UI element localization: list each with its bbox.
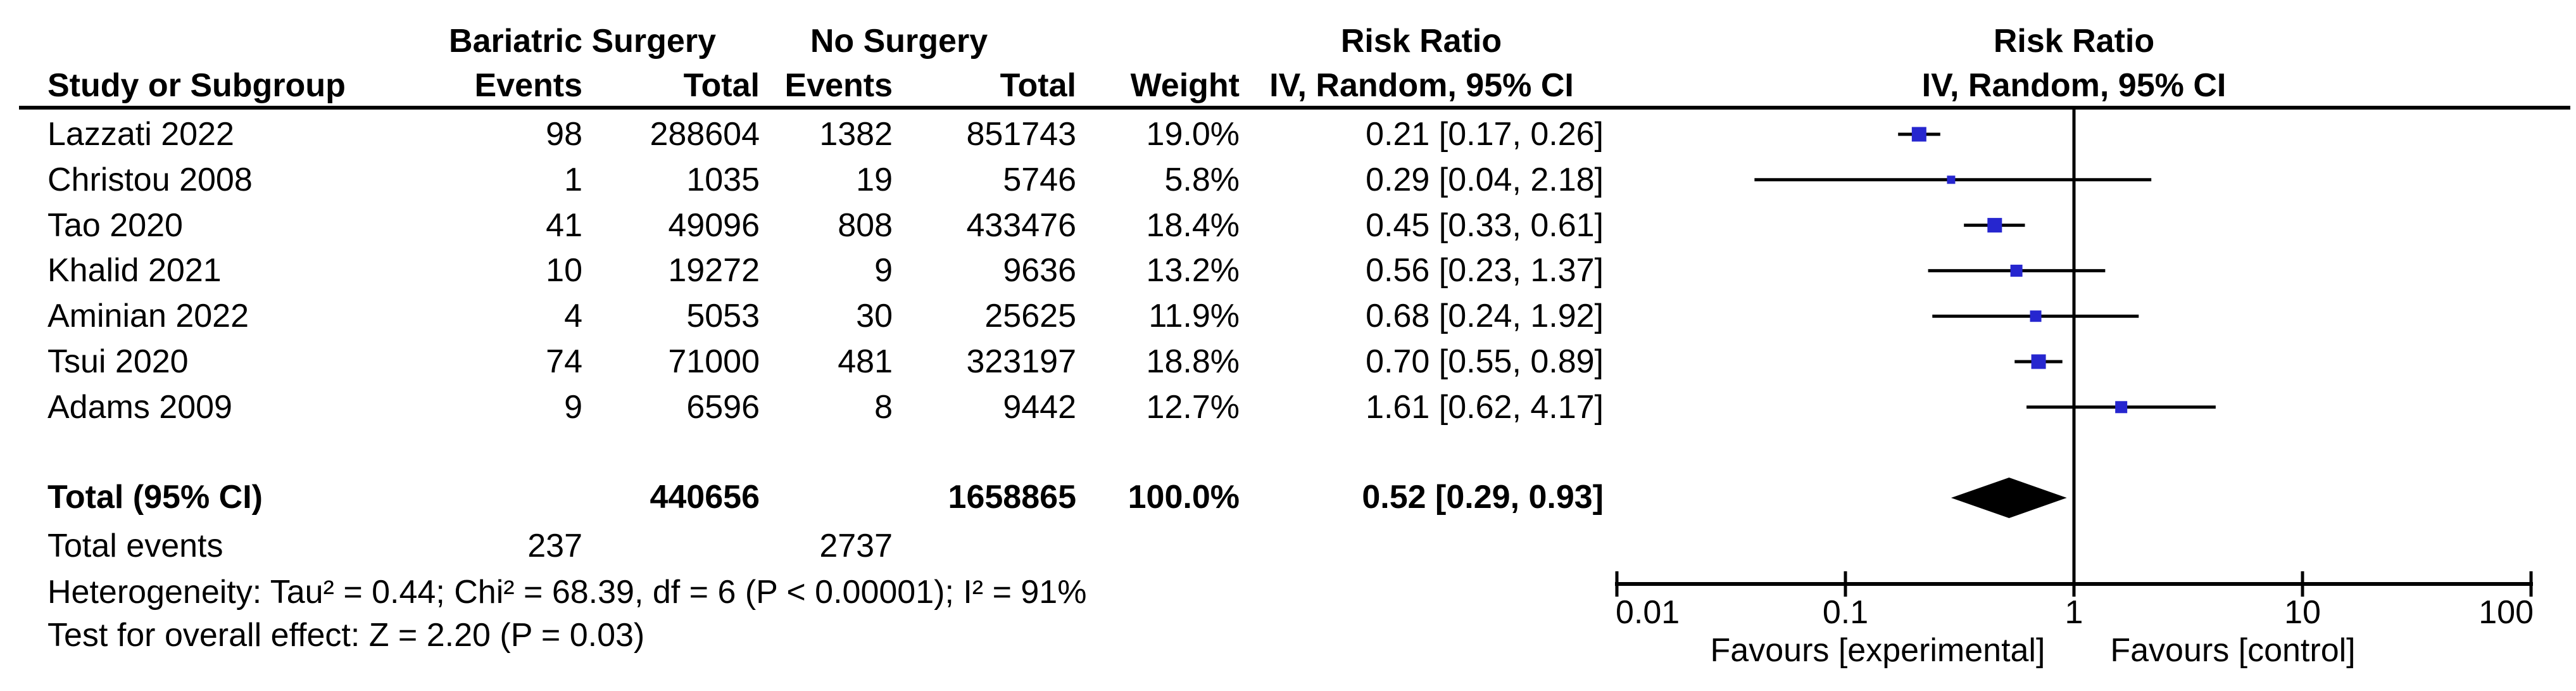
- study-name: Tao 2020: [47, 207, 183, 244]
- effect-square: [2030, 310, 2042, 322]
- total-events-row: Total events 237 2737: [0, 523, 1604, 569]
- weight: 18.8%: [1146, 343, 1240, 380]
- effect-square: [2115, 401, 2128, 414]
- table-row: Khalid 2021 10 19272 9 9636 13.2% 0.56 […: [0, 248, 1604, 293]
- x-axis-tick-label: 1: [2065, 594, 2083, 631]
- total-exp: 19272: [668, 252, 760, 289]
- weight: 13.2%: [1146, 252, 1240, 289]
- total-row: Total (95% CI) 440656 1658865 100.0% 0.5…: [0, 474, 1604, 520]
- total-ctrl: 323197: [966, 343, 1076, 380]
- table-header-row: Study or Subgroup Events Total Events To…: [0, 63, 1604, 108]
- weight: 5.8%: [1164, 162, 1240, 198]
- header-events-ctrl: Events: [784, 67, 893, 104]
- total-ctrl-sum: 1658865: [948, 479, 1076, 516]
- total-events-label: Total events: [47, 528, 223, 564]
- effect-square: [2010, 264, 2023, 277]
- table-row: Tao 2020 41 49096 808 433476 18.4% 0.45 …: [0, 203, 1604, 248]
- header-method: IV, Random, 95% CI: [1269, 67, 1574, 104]
- plot-title-risk-ratio: Risk Ratio: [1993, 23, 2155, 60]
- weight: 12.7%: [1146, 389, 1240, 426]
- total-events-ctrl: 2737: [819, 528, 893, 564]
- effect-square: [1947, 175, 1956, 184]
- events-ctrl: 808: [838, 207, 893, 244]
- effect-square: [1911, 127, 1926, 142]
- risk-ratio-ci: 0.29 [0.04, 2.18]: [1366, 162, 1604, 198]
- study-name: Aminian 2022: [47, 298, 249, 334]
- events-exp: 74: [546, 343, 582, 380]
- events-ctrl: 9: [874, 252, 893, 289]
- total-weight: 100.0%: [1128, 479, 1240, 516]
- events-exp: 9: [564, 389, 582, 426]
- favours-experimental-label: Favours [experimental]: [1711, 632, 2045, 669]
- risk-ratio-ci: 0.45 [0.33, 0.61]: [1366, 207, 1604, 244]
- col-group-bariatric-surgery: Bariatric Surgery: [449, 23, 716, 60]
- risk-ratio-ci: 0.56 [0.23, 1.37]: [1366, 252, 1604, 289]
- table-row: Lazzati 2022 98 288604 1382 851743 19.0%…: [0, 111, 1604, 157]
- weight: 19.0%: [1146, 116, 1240, 153]
- total-diamond: [1951, 478, 2067, 518]
- x-axis-tick-label: 0.1: [1823, 594, 1868, 631]
- table-row: Tsui 2020 74 71000 481 323197 18.8% 0.70…: [0, 339, 1604, 384]
- total-exp-sum: 440656: [650, 479, 760, 516]
- events-exp: 4: [564, 298, 582, 334]
- x-axis-tick-label: 100: [2479, 594, 2534, 631]
- effect-square: [1987, 218, 2002, 233]
- events-ctrl: 30: [856, 298, 893, 334]
- total-ctrl: 9636: [1003, 252, 1076, 289]
- total-exp: 6596: [686, 389, 760, 426]
- total-ctrl: 433476: [966, 207, 1076, 244]
- col-group-risk-ratio: Risk Ratio: [1340, 23, 1502, 60]
- header-total-ctrl: Total: [1000, 67, 1076, 104]
- events-exp: 1: [564, 162, 582, 198]
- study-name: Christou 2008: [47, 162, 253, 198]
- favours-control-label: Favours [control]: [2110, 632, 2355, 669]
- events-exp: 98: [546, 116, 582, 153]
- events-ctrl: 8: [874, 389, 893, 426]
- weight: 18.4%: [1146, 207, 1240, 244]
- x-axis-tick-label: 0.01: [1616, 594, 1680, 631]
- header-study-col: Study or Subgroup: [47, 67, 346, 104]
- weight: 11.9%: [1148, 298, 1240, 334]
- events-ctrl: 19: [856, 162, 893, 198]
- total-exp: 71000: [668, 343, 760, 380]
- total-exp: 1035: [686, 162, 760, 198]
- col-group-no-surgery: No Surgery: [810, 23, 988, 60]
- risk-ratio-ci: 1.61 [0.62, 4.17]: [1366, 389, 1604, 426]
- table-row: Aminian 2022 4 5053 30 25625 11.9% 0.68 …: [0, 293, 1604, 339]
- total-label: Total (95% CI): [47, 479, 263, 516]
- header-events-exp: Events: [474, 67, 582, 104]
- table-row: Christou 2008 1 1035 19 5746 5.8% 0.29 […: [0, 157, 1604, 203]
- study-name: Adams 2009: [47, 389, 232, 426]
- total-events-exp: 237: [527, 528, 582, 564]
- events-exp: 41: [546, 207, 582, 244]
- events-ctrl: 481: [838, 343, 893, 380]
- events-ctrl: 1382: [819, 116, 893, 153]
- plot-subtitle-method: IV, Random, 95% CI: [1921, 67, 2227, 104]
- overall-effect-test: Test for overall effect: Z = 2.20 (P = 0…: [47, 617, 645, 654]
- study-name: Lazzati 2022: [47, 116, 234, 153]
- total-ctrl: 851743: [966, 116, 1076, 153]
- study-name: Khalid 2021: [47, 252, 222, 289]
- total-exp: 5053: [686, 298, 760, 334]
- effect-square: [2031, 354, 2046, 369]
- risk-ratio-ci: 0.68 [0.24, 1.92]: [1366, 298, 1604, 334]
- heterogeneity-statistics: Heterogeneity: Tau² = 0.44; Chi² = 68.39…: [47, 574, 1087, 611]
- total-exp: 288604: [650, 116, 760, 153]
- risk-ratio-ci: 0.21 [0.17, 0.26]: [1366, 116, 1604, 153]
- events-exp: 10: [546, 252, 582, 289]
- table-row: Adams 2009 9 6596 8 9442 12.7% 1.61 [0.6…: [0, 384, 1604, 430]
- header-total-exp: Total: [683, 67, 760, 104]
- study-name: Tsui 2020: [47, 343, 189, 380]
- total-ctrl: 5746: [1003, 162, 1076, 198]
- x-axis-tick-label: 10: [2284, 594, 2321, 631]
- header-weight: Weight: [1130, 67, 1240, 104]
- total-ctrl: 9442: [1003, 389, 1076, 426]
- total-exp: 49096: [668, 207, 760, 244]
- risk-ratio-ci: 0.70 [0.55, 0.89]: [1366, 343, 1604, 380]
- total-ctrl: 25625: [984, 298, 1076, 334]
- total-risk-ratio-ci: 0.52 [0.29, 0.93]: [1362, 479, 1604, 516]
- header-rule: [19, 106, 2570, 110]
